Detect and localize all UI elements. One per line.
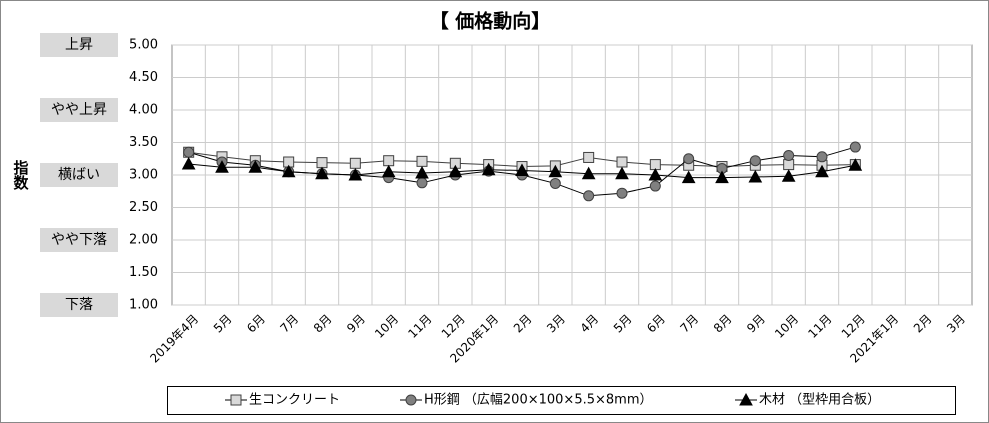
marker-triangle xyxy=(781,169,796,182)
marker-square xyxy=(416,155,428,167)
level-label: 上昇 xyxy=(65,37,93,53)
level-label-box xyxy=(40,293,118,317)
marker-circle xyxy=(616,187,628,199)
marker-circle xyxy=(783,150,795,161)
marker-circle xyxy=(749,155,761,167)
marker-square xyxy=(583,151,595,163)
marker-triangle xyxy=(515,163,529,176)
marker-circle xyxy=(405,394,417,406)
marker-square xyxy=(383,155,395,167)
marker-triangle xyxy=(715,170,729,184)
marker-circle xyxy=(416,177,428,189)
marker-square xyxy=(230,394,242,406)
level-label-box xyxy=(40,98,118,122)
marker-triangle xyxy=(739,392,753,406)
level-label: 下落 xyxy=(65,297,93,313)
level-label: 横ばい xyxy=(58,167,100,183)
marker-triangle xyxy=(415,166,429,179)
y-tick-label: 4.00 xyxy=(129,103,158,118)
marker-triangle xyxy=(681,170,696,184)
marker-square xyxy=(616,156,628,168)
marker-triangle xyxy=(181,156,196,170)
marker-square xyxy=(316,157,328,169)
y-tick-label: 2.50 xyxy=(129,200,158,215)
y-tick-label: 1.00 xyxy=(129,298,158,313)
marker-triangle xyxy=(248,160,263,173)
y-tick-label: 2.00 xyxy=(129,233,158,248)
marker-square xyxy=(783,159,795,171)
marker-triangle xyxy=(848,158,863,171)
legend-label: 生コンクリート xyxy=(249,393,340,408)
marker-triangle xyxy=(615,166,629,180)
marker-circle xyxy=(183,146,195,158)
marker-triangle xyxy=(315,166,329,180)
marker-triangle xyxy=(215,160,229,173)
marker-circle xyxy=(849,141,861,153)
level-label: やや下落 xyxy=(51,232,107,248)
level-label-box xyxy=(40,228,118,252)
marker-triangle xyxy=(481,162,496,176)
marker-triangle xyxy=(281,164,296,178)
level-label: やや上昇 xyxy=(51,102,107,118)
marker-circle xyxy=(649,180,661,192)
y-tick-label: 4.50 xyxy=(129,70,158,85)
legend-label: 木材 （型枠用合板） xyxy=(759,393,880,408)
marker-triangle xyxy=(815,164,829,178)
marker-circle xyxy=(683,153,695,165)
level-label-box xyxy=(40,33,118,57)
y-tick-label: 5.00 xyxy=(129,38,158,53)
legend-box xyxy=(167,386,956,415)
y-tick-label: 1.50 xyxy=(129,265,158,280)
marker-circle xyxy=(549,177,561,189)
marker-triangle xyxy=(648,167,663,181)
legend-label: H形鋼 （広幅200×100×5.5×8mm） xyxy=(424,393,652,408)
level-label-box xyxy=(40,163,118,187)
marker-triangle xyxy=(548,164,563,178)
marker-circle xyxy=(583,190,595,202)
marker-square xyxy=(349,157,361,169)
marker-triangle xyxy=(581,166,596,180)
chart-title: 【 価格動向】 xyxy=(430,10,551,33)
marker-triangle xyxy=(748,169,763,183)
y-tick-label: 3.00 xyxy=(129,168,158,183)
marker-triangle xyxy=(448,164,463,178)
y-axis-label: 指数 xyxy=(12,159,30,191)
marker-triangle xyxy=(381,164,396,178)
marker-circle xyxy=(816,151,828,163)
marker-triangle xyxy=(348,167,363,181)
y-tick-label: 3.50 xyxy=(129,135,158,150)
